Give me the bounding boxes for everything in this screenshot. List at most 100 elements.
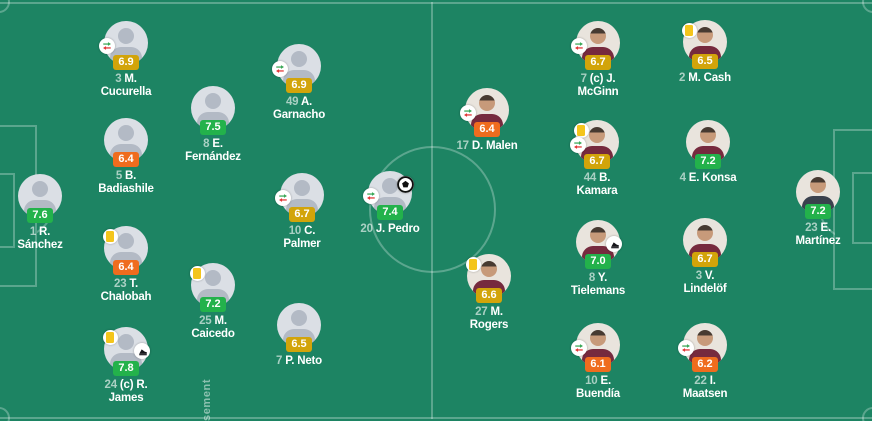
player-number: 8 — [203, 138, 210, 150]
player-rating-badge: 7.4 — [377, 205, 403, 220]
pitch-touchline-bottom — [0, 417, 872, 419]
avatar-head — [700, 127, 716, 143]
player-rating-badge: 6.4 — [113, 152, 139, 167]
watermark-text: sement — [201, 378, 213, 421]
substitution-icon — [99, 38, 115, 54]
player-number: 22 — [694, 375, 707, 387]
player-number: 7 — [580, 73, 587, 85]
player-number: 4 — [679, 172, 686, 184]
avatar-head — [118, 28, 134, 44]
player-name-label: 3 V. Lindelöf — [683, 270, 727, 295]
avatar-head — [590, 28, 606, 44]
avatar-head — [810, 177, 826, 193]
player-name-label: 17 D. Malen — [456, 140, 518, 152]
substitution-icon — [272, 61, 288, 77]
player-rating-badge: 6.7 — [585, 55, 611, 70]
player-rating-badge: 7.2 — [695, 154, 721, 169]
pitch-goal-box-left — [0, 173, 15, 248]
avatar-head — [205, 270, 221, 286]
player-number: 24 — [104, 379, 118, 391]
assist-boot-icon — [606, 236, 622, 252]
yellow-card-icon — [102, 228, 118, 244]
substitution-icon — [571, 340, 587, 356]
player-rating-badge: 6.7 — [289, 207, 315, 222]
player-name-label: 20 J. Pedro — [360, 223, 420, 235]
player-name-label: 8 Y. Tielemans — [570, 272, 626, 297]
player-number: 20 — [360, 223, 373, 235]
avatar-head — [294, 180, 310, 196]
yellow-card-icon — [189, 265, 205, 281]
player-rating-badge: 6.4 — [474, 122, 500, 137]
player-rating-badge: 6.4 — [113, 260, 139, 275]
player-name-label: 2 M. Cash — [679, 72, 731, 84]
player-number: 23 — [805, 222, 818, 234]
pitch-corner-arc — [0, 407, 10, 421]
substitution-icon — [678, 340, 694, 356]
yellow-card-icon — [465, 256, 481, 272]
player-rating-badge: 6.6 — [476, 288, 502, 303]
substitution-icon — [460, 105, 476, 121]
player-rating-badge: 6.5 — [286, 337, 312, 352]
player-number: 10 — [288, 225, 302, 237]
player-rating-badge: 6.1 — [585, 357, 611, 372]
player-name-label: 7 (c) J. McGinn — [577, 73, 619, 98]
player-name-label: 5 B. Badiashile — [98, 170, 154, 195]
player-name-label: 23 E. Martínez — [795, 222, 841, 247]
player-number: 1 — [29, 226, 37, 238]
player-number: 3 — [115, 73, 122, 85]
substitution-icon — [363, 188, 379, 204]
avatar-head — [697, 330, 713, 346]
player-number: 10 — [585, 375, 598, 387]
avatar-head — [590, 330, 606, 346]
player-rating-badge: 6.7 — [584, 154, 610, 169]
player-name-label: 24 (c) R. James — [104, 379, 148, 404]
player-name-label: 10 E. Buendía — [576, 375, 620, 400]
player-name-label: 10 C. Palmer — [283, 225, 321, 250]
avatar-head — [382, 178, 398, 194]
pitch-corner-arc — [862, 0, 872, 13]
player-number: 25 — [199, 315, 212, 327]
player-rating-badge: 7.2 — [805, 204, 831, 219]
player-name-label: 49 A. Garnacho — [272, 96, 326, 121]
player-number: 3 — [695, 270, 702, 282]
player-rating-badge: 6.9 — [286, 78, 312, 93]
substitution-icon — [570, 137, 586, 153]
substitution-icon — [571, 38, 587, 54]
player-rating-badge: 6.2 — [692, 357, 718, 372]
yellow-card-icon — [681, 22, 697, 38]
player-rating-badge: 6.9 — [113, 55, 139, 70]
player-rating-badge: 7.2 — [200, 297, 226, 312]
player-name-label: 7 P. Neto — [276, 355, 322, 367]
avatar-head — [118, 125, 134, 141]
pitch-corner-arc — [862, 407, 872, 421]
player-number: 23 — [114, 278, 127, 290]
player-number: 49 — [285, 96, 299, 108]
avatar-head — [589, 127, 605, 143]
player-rating-badge: 7.5 — [200, 120, 226, 135]
player-number: 2 — [679, 72, 686, 84]
goal-icon — [396, 175, 414, 193]
player-number: 7 — [276, 355, 283, 367]
pitch-goal-box-right — [852, 172, 872, 244]
substitution-icon — [275, 190, 291, 206]
player-rating-badge: 6.7 — [692, 252, 718, 267]
player-name-label: 22 I. Maatsen — [682, 375, 728, 400]
avatar-head — [481, 261, 497, 277]
avatar-head — [32, 181, 48, 197]
avatar-head — [590, 227, 606, 243]
player-rating-badge: 7.0 — [585, 254, 611, 269]
avatar-head — [291, 310, 307, 326]
player-name-label: 1 R. Sánchez — [17, 226, 63, 251]
player-name-label: 4 E. Konsa — [679, 172, 737, 184]
player-name-label: 25 M. Caicedo — [191, 315, 235, 340]
pitch-corner-arc — [0, 0, 10, 13]
avatar-head — [205, 93, 221, 109]
avatar-head — [697, 27, 713, 43]
player-rating-badge: 7.8 — [113, 361, 139, 376]
player-name-label: 23 T. Chalobah — [100, 278, 152, 303]
yellow-card-icon — [573, 122, 589, 138]
avatar-head — [479, 95, 495, 111]
player-name-label: 8 E. Fernández — [185, 138, 241, 163]
player-name-label: 3 M. Cucurella — [100, 73, 152, 98]
player-name-label: 44 B. Kamara — [576, 172, 618, 197]
